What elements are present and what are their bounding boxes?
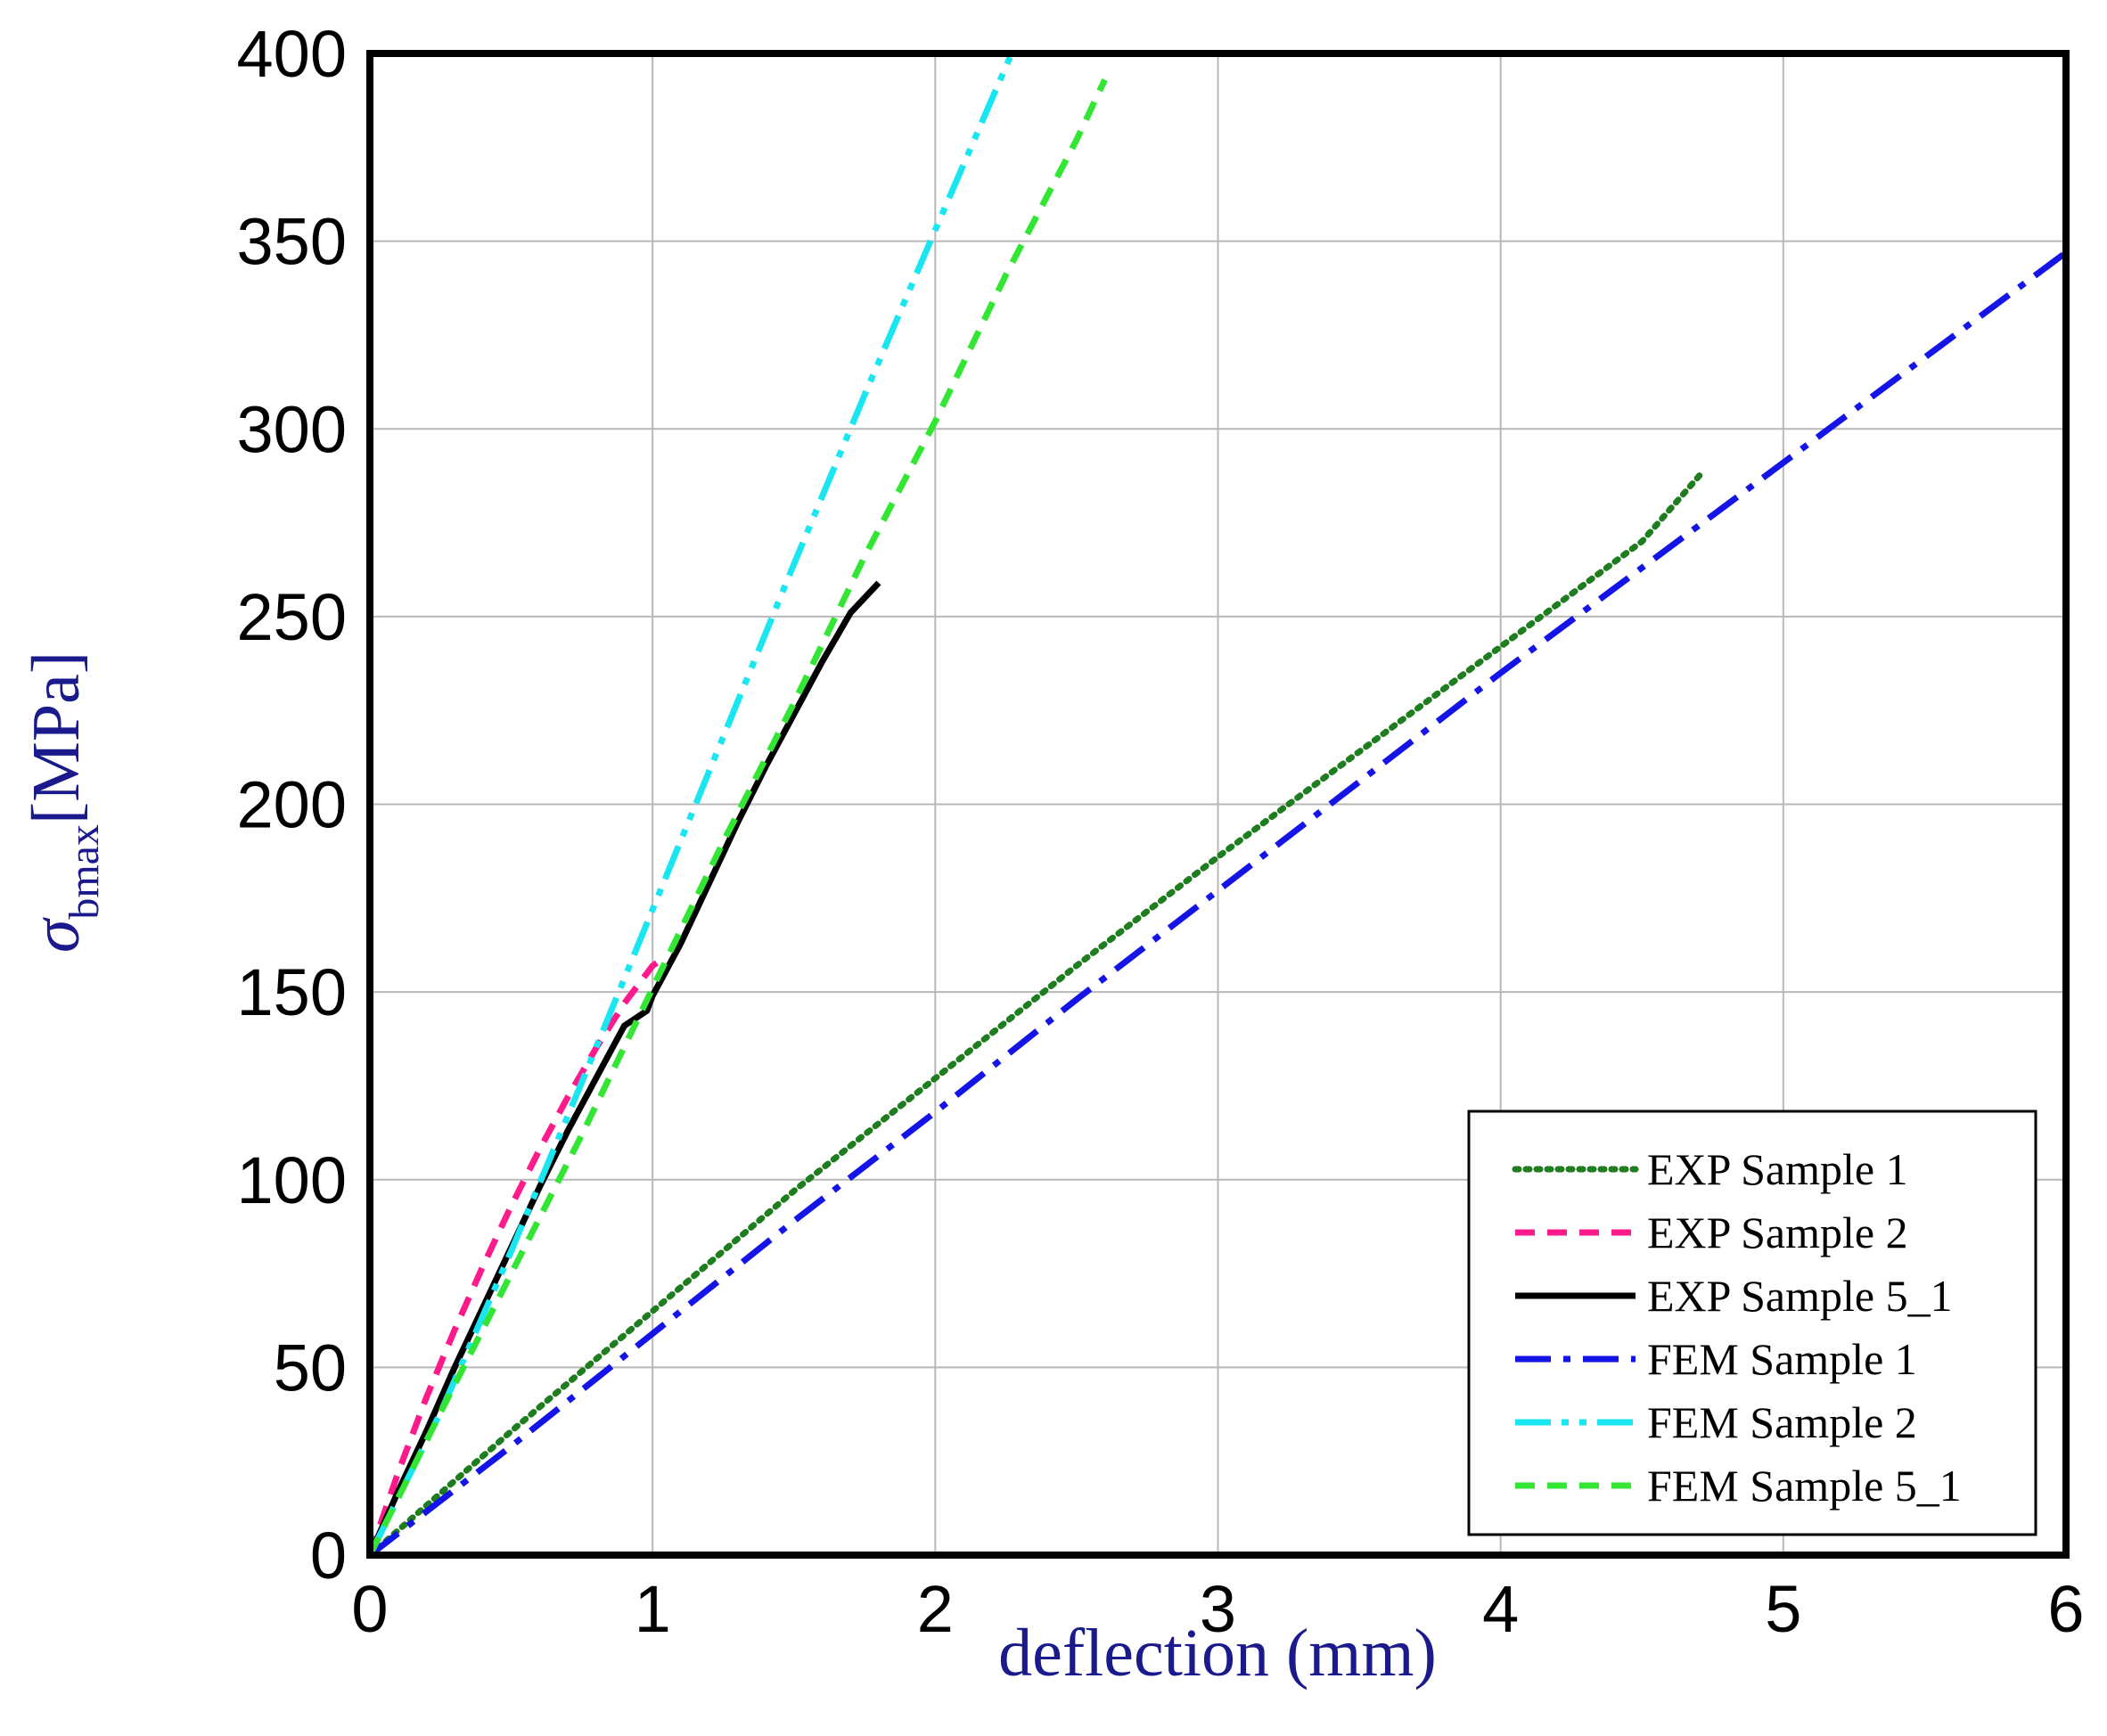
x-tick-labels: 0 1 2 3 4 5 6 <box>351 1572 2084 1646</box>
y-axis-symbol: σ <box>19 917 94 953</box>
legend-label: FEM Sample 2 <box>1647 1397 1917 1447</box>
y-tick-label: 50 <box>274 1331 347 1404</box>
x-tick-label: 1 <box>635 1572 671 1646</box>
y-tick-labels: 0 50 100 150 200 250 300 350 400 <box>237 17 347 1593</box>
y-axis-title: σbmax[MPa] <box>19 651 108 953</box>
legend-label: FEM Sample 1 <box>1647 1334 1917 1384</box>
y-axis-unit: [MPa] <box>19 651 94 824</box>
x-tick-label: 5 <box>1765 1572 1801 1646</box>
series-line-fem-sample-1 <box>370 250 2066 1555</box>
legend: EXP Sample 1 EXP Sample 2 EXP Sample 5_1 FE… <box>1467 1110 2037 1536</box>
series-line-fem-sample-5-1 <box>370 78 1108 1555</box>
x-tick-label: 6 <box>2047 1572 2084 1646</box>
x-tick-label: 2 <box>917 1572 954 1646</box>
series-layer <box>370 53 2066 1555</box>
y-tick-label: 0 <box>310 1519 347 1593</box>
y-tick-label: 150 <box>237 955 347 1029</box>
x-tick-label: 0 <box>351 1572 388 1646</box>
x-tick-label: 4 <box>1482 1572 1519 1646</box>
series-line-exp-sample-5-1 <box>370 580 881 1555</box>
y-tick-label: 350 <box>237 205 347 279</box>
series-line-exp-sample-1 <box>370 467 1708 1555</box>
y-tick-label: 400 <box>237 17 347 91</box>
x-axis-title: deflection (mm) <box>998 1616 1437 1691</box>
legend-label: FEM Sample 5_1 <box>1647 1461 1962 1511</box>
legend-label: EXP Sample 2 <box>1647 1208 1908 1257</box>
y-tick-label: 100 <box>237 1143 347 1217</box>
series-line-fem-sample-2 <box>370 53 1015 1555</box>
plot-area-frame <box>366 50 2070 1559</box>
x-tick-label: 3 <box>1200 1572 1236 1646</box>
series-line-exp-sample-2 <box>370 959 660 1555</box>
y-axis-subscript: bmax <box>61 824 108 920</box>
legend-label: EXP Sample 1 <box>1647 1144 1908 1194</box>
y-tick-label: 300 <box>237 392 347 466</box>
legend-label: EXP Sample 5_1 <box>1647 1271 1953 1321</box>
y-tick-label: 200 <box>237 768 347 842</box>
legend-box <box>1467 1110 2037 1536</box>
y-tick-label: 250 <box>237 580 347 654</box>
